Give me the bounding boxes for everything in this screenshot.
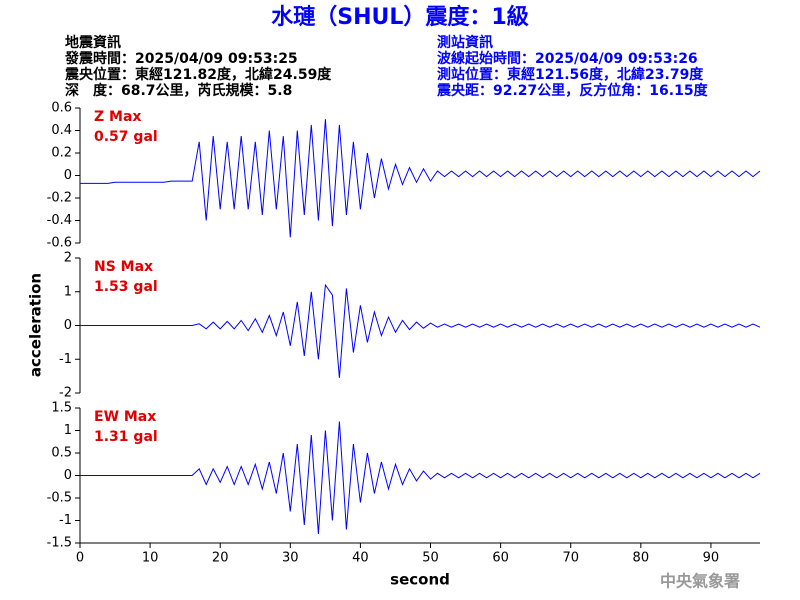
x-tick-label: 90 <box>703 551 720 566</box>
info-text: 測站位置：東經121.56度，北緯23.79度 <box>437 66 704 83</box>
x-axis-label: second <box>390 571 450 589</box>
max-label: Z Max <box>94 109 141 125</box>
info-text: 發震時間：2025/04/09 09:53:25 <box>64 50 298 67</box>
y-tick-label: 0.2 <box>51 146 72 161</box>
y-axis-label: acceleration <box>27 273 45 377</box>
y-tick-label: -1 <box>59 513 72 528</box>
x-tick-label: 10 <box>142 551 159 566</box>
max-label: EW Max <box>94 409 156 425</box>
y-tick-label: 1.5 <box>51 401 72 416</box>
y-tick-label: -0.5 <box>47 491 72 506</box>
y-tick-label: -2 <box>59 386 72 401</box>
y-tick-label: 0 <box>64 468 72 483</box>
y-tick-label: -1.5 <box>47 536 72 551</box>
x-tick-label: 50 <box>422 551 439 566</box>
info-text: 震央距：92.27公里，反方位角：16.15度 <box>436 82 709 99</box>
y-tick-label: 0.5 <box>51 446 72 461</box>
max-value: 1.31 gal <box>94 429 158 445</box>
chart-title: 水璉（SHUL）震度：1級 <box>271 4 528 30</box>
info-text: 測站資訊 <box>437 34 493 51</box>
info-text: 深 度：68.7公里，芮氏規模：5.8 <box>65 82 292 99</box>
waveform <box>80 283 761 378</box>
y-tick-label: -1 <box>59 352 72 367</box>
x-tick-label: 40 <box>352 551 369 566</box>
x-tick-label: 60 <box>492 551 509 566</box>
x-tick-label: 80 <box>633 551 650 566</box>
x-tick-label: 70 <box>562 551 579 566</box>
info-text: 波線起始時間：2025/04/09 09:53:26 <box>437 50 698 67</box>
watermark: 中央氣象署 <box>660 572 740 591</box>
x-tick-label: 30 <box>282 551 299 566</box>
y-tick-label: 0.6 <box>51 101 72 116</box>
max-label: NS Max <box>94 259 153 275</box>
max-value: 1.53 gal <box>94 279 158 295</box>
y-tick-label: 0.4 <box>51 123 72 138</box>
x-tick-label: 0 <box>76 551 84 566</box>
y-tick-label: 1 <box>64 284 72 299</box>
y-tick-label: -0.2 <box>47 191 72 206</box>
y-tick-label: 0 <box>64 318 72 333</box>
info-text: 地震資訊 <box>65 34 121 51</box>
info-text: 震央位置：東經121.82度，北緯24.59度 <box>64 66 332 83</box>
waveform <box>80 421 761 535</box>
x-tick-label: 20 <box>212 551 229 566</box>
y-tick-label: -0.6 <box>47 236 72 251</box>
y-tick-label: 0 <box>64 168 72 183</box>
max-value: 0.57 gal <box>94 129 158 145</box>
y-tick-label: 2 <box>64 251 72 266</box>
y-tick-label: -0.4 <box>47 213 72 228</box>
y-tick-label: 1 <box>64 423 72 438</box>
waveform <box>80 119 761 238</box>
